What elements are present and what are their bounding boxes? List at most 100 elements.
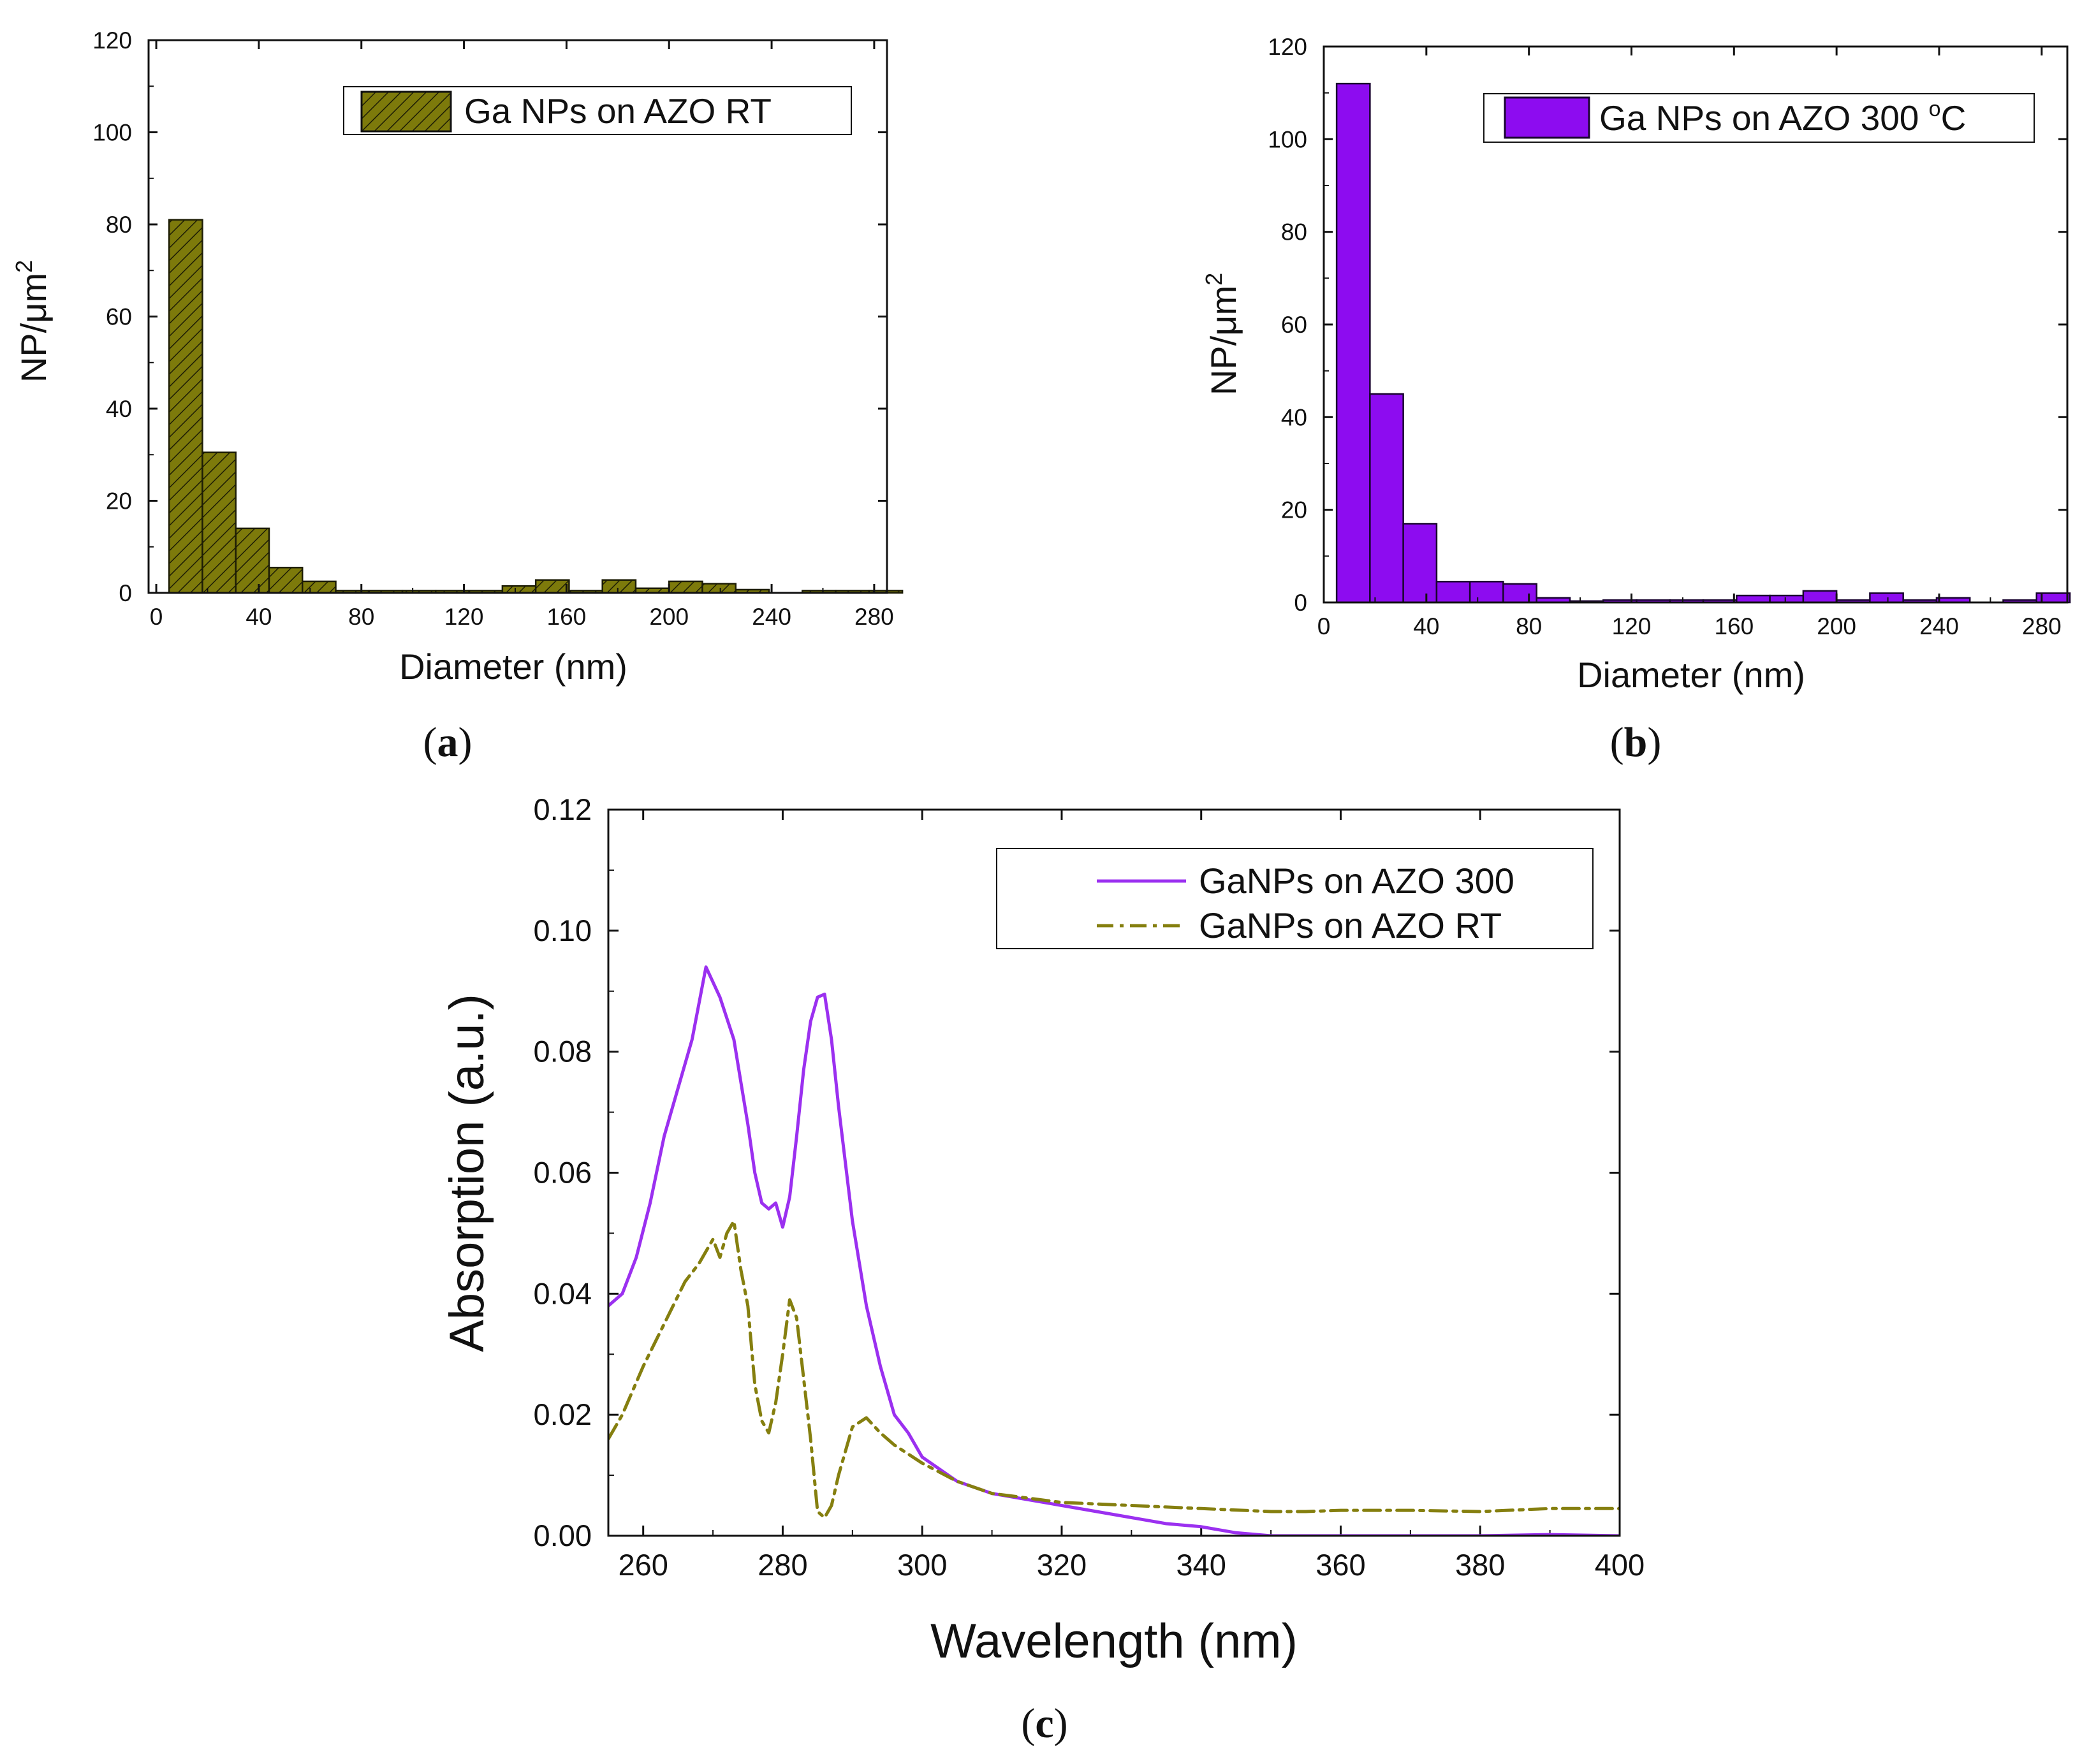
x-tick-label-c: 380 [1455, 1548, 1505, 1582]
histogram-bar-b-4 [1469, 581, 1504, 604]
histogram-bar-b-2 [1402, 523, 1438, 604]
panel-c-lines [608, 965, 1620, 1536]
y-tick-label-b: 120 [1268, 34, 1307, 60]
histogram-bar-b-16 [1869, 592, 1904, 604]
panel-a-bars [168, 219, 904, 594]
panel-a-frame [147, 39, 888, 594]
y-tick-label-c: 0.06 [534, 1156, 592, 1190]
x-tick-label-b: 280 [2022, 613, 2062, 639]
histogram-bar-a-13 [601, 579, 637, 594]
panel-b-legend-label: Ga NPs on AZO 300 oC [1599, 97, 1966, 138]
y-tick-label-a: 60 [106, 304, 132, 330]
panel-b-legend: Ga NPs on AZO 300 oC [1483, 93, 2035, 143]
histogram-bar-b-13 [1769, 594, 1805, 604]
histogram-bar-b-14 [1802, 590, 1838, 604]
panel-b-label: (b) [1610, 719, 1662, 766]
y-tick-label-c: 0.04 [534, 1276, 592, 1310]
y-tick-label-b: 0 [1294, 590, 1307, 616]
y-tick-label-c: 0.08 [534, 1035, 592, 1068]
histogram-bar-a-10 [501, 585, 537, 594]
y-tick-label-b: 100 [1268, 126, 1307, 152]
histogram-bar-b-1 [1369, 393, 1404, 604]
panel-a-ticks: 0 40 80 120 160 200 240 280 0 20 40 60 80 100 120 [92, 27, 893, 630]
panel-a-legend-swatch [360, 91, 452, 133]
panel-a-ylabel-main: NP/μm [13, 273, 54, 383]
y-tick-label-a: 40 [106, 396, 132, 422]
panel-c-legend-label-rt: GaNPs on AZO RT [1199, 905, 1502, 945]
y-tick-label-a: 120 [92, 27, 132, 54]
panel-b-ylabel-sup: 2 [1201, 273, 1227, 286]
x-tick-label-a: 80 [348, 604, 374, 630]
y-tick-label-a: 20 [106, 488, 132, 514]
x-tick-label-c: 260 [618, 1548, 668, 1582]
y-tick-label-c: 0.02 [534, 1397, 592, 1431]
histogram-bar-a-16 [701, 583, 737, 594]
x-tick-label-c: 280 [758, 1548, 807, 1582]
histogram-bar-a-11 [534, 579, 570, 594]
panel-b-ticks: 0 40 80 120 160 200 240 280 0 20 40 60 80 100 120 [1268, 34, 2067, 639]
panel-a-histogram: 0 40 80 120 160 200 240 280 0 20 40 60 80 100 120 Ga N… [11, 27, 904, 766]
panel-a-ylabel: NP/μm2 [11, 260, 54, 383]
panel-a-ylabel-sup: 2 [11, 260, 37, 273]
y-tick-label-a: 80 [106, 212, 132, 238]
y-tick-label-a: 100 [92, 120, 132, 146]
y-tick-label-c: 0.12 [534, 792, 592, 826]
panel-a-legend-label: Ga NPs on AZO RT [464, 91, 772, 131]
panel-b-xlabel: Diameter (nm) [1577, 655, 1805, 695]
x-tick-label-c: 360 [1316, 1548, 1365, 1582]
x-tick-label-b: 80 [1516, 613, 1542, 639]
panel-c-legend-label-300: GaNPs on AZO 300 [1199, 861, 1514, 901]
panel-c-label: (c) [1021, 1700, 1067, 1747]
x-tick-label-a: 200 [649, 604, 689, 630]
panel-c-ticks: 260 280 300 320 340 360 380 400 0.00 0.02 0.04 0.06… [534, 792, 1645, 1582]
panel-b-histogram: 0 40 80 120 160 200 240 280 0 20 40 60 80 100 120 Ga N… [1201, 34, 2071, 766]
panel-b-bars [1335, 82, 2071, 604]
x-tick-label-a: 240 [752, 604, 791, 630]
x-tick-label-a: 0 [150, 604, 163, 630]
y-tick-label-a: 0 [119, 580, 132, 606]
panel-a-legend: Ga NPs on AZO RT [343, 86, 852, 135]
histogram-bar-b-12 [1736, 594, 1771, 604]
histogram-bar-a-3 [268, 567, 304, 594]
x-tick-label-c: 340 [1176, 1548, 1226, 1582]
panel-a-xlabel: Diameter (nm) [399, 646, 627, 687]
x-tick-label-b: 0 [1317, 613, 1331, 639]
panel-b-ylabel-main: NP/μm [1203, 286, 1243, 395]
x-tick-label-c: 400 [1595, 1548, 1645, 1582]
series-line-rt [608, 1219, 1620, 1519]
x-tick-label-c: 320 [1037, 1548, 1087, 1582]
panel-c-xlabel: Wavelength (nm) [930, 1614, 1298, 1668]
panel-c-legend: GaNPs on AZO 300 GaNPs on AZO RT [996, 848, 1594, 949]
panel-c-frame [607, 808, 1621, 1537]
histogram-bar-b-3 [1435, 581, 1471, 604]
histogram-bar-b-0 [1335, 82, 1371, 604]
panel-c-ylabel: Absorption (a.u.) [440, 994, 494, 1352]
panel-c-line-chart: 260 280 300 320 340 360 380 400 0.00 0.02 0.04 0.06… [440, 792, 1645, 1747]
x-tick-label-a: 40 [246, 604, 272, 630]
y-tick-label-b: 40 [1281, 404, 1307, 430]
histogram-bar-a-1 [202, 451, 237, 594]
x-tick-label-b: 160 [1714, 613, 1754, 639]
x-tick-label-a: 160 [547, 604, 587, 630]
panel-b-legend-swatch [1504, 96, 1590, 139]
x-tick-label-b: 200 [1817, 613, 1856, 639]
histogram-bar-a-0 [168, 219, 203, 594]
panel-b-ylabel: NP/μm2 [1201, 273, 1243, 395]
x-tick-label-a: 280 [854, 604, 894, 630]
panel-b-frame [1323, 45, 2069, 604]
histogram-bar-a-4 [302, 580, 337, 594]
x-tick-label-c: 300 [897, 1548, 947, 1582]
x-tick-label-b: 240 [1919, 613, 1959, 639]
series-line-300 [608, 965, 1620, 1536]
panel-a-label: (a) [423, 719, 473, 766]
histogram-bar-a-2 [235, 527, 270, 594]
y-tick-label-c: 0.10 [534, 914, 592, 947]
histogram-bar-a-15 [668, 580, 703, 594]
y-tick-label-b: 80 [1281, 219, 1307, 245]
y-tick-label-b: 60 [1281, 312, 1307, 338]
y-tick-label-b: 20 [1281, 497, 1307, 523]
y-tick-label-c: 0.00 [534, 1519, 592, 1552]
histogram-bar-b-5 [1502, 583, 1537, 604]
x-tick-label-b: 120 [1612, 613, 1652, 639]
